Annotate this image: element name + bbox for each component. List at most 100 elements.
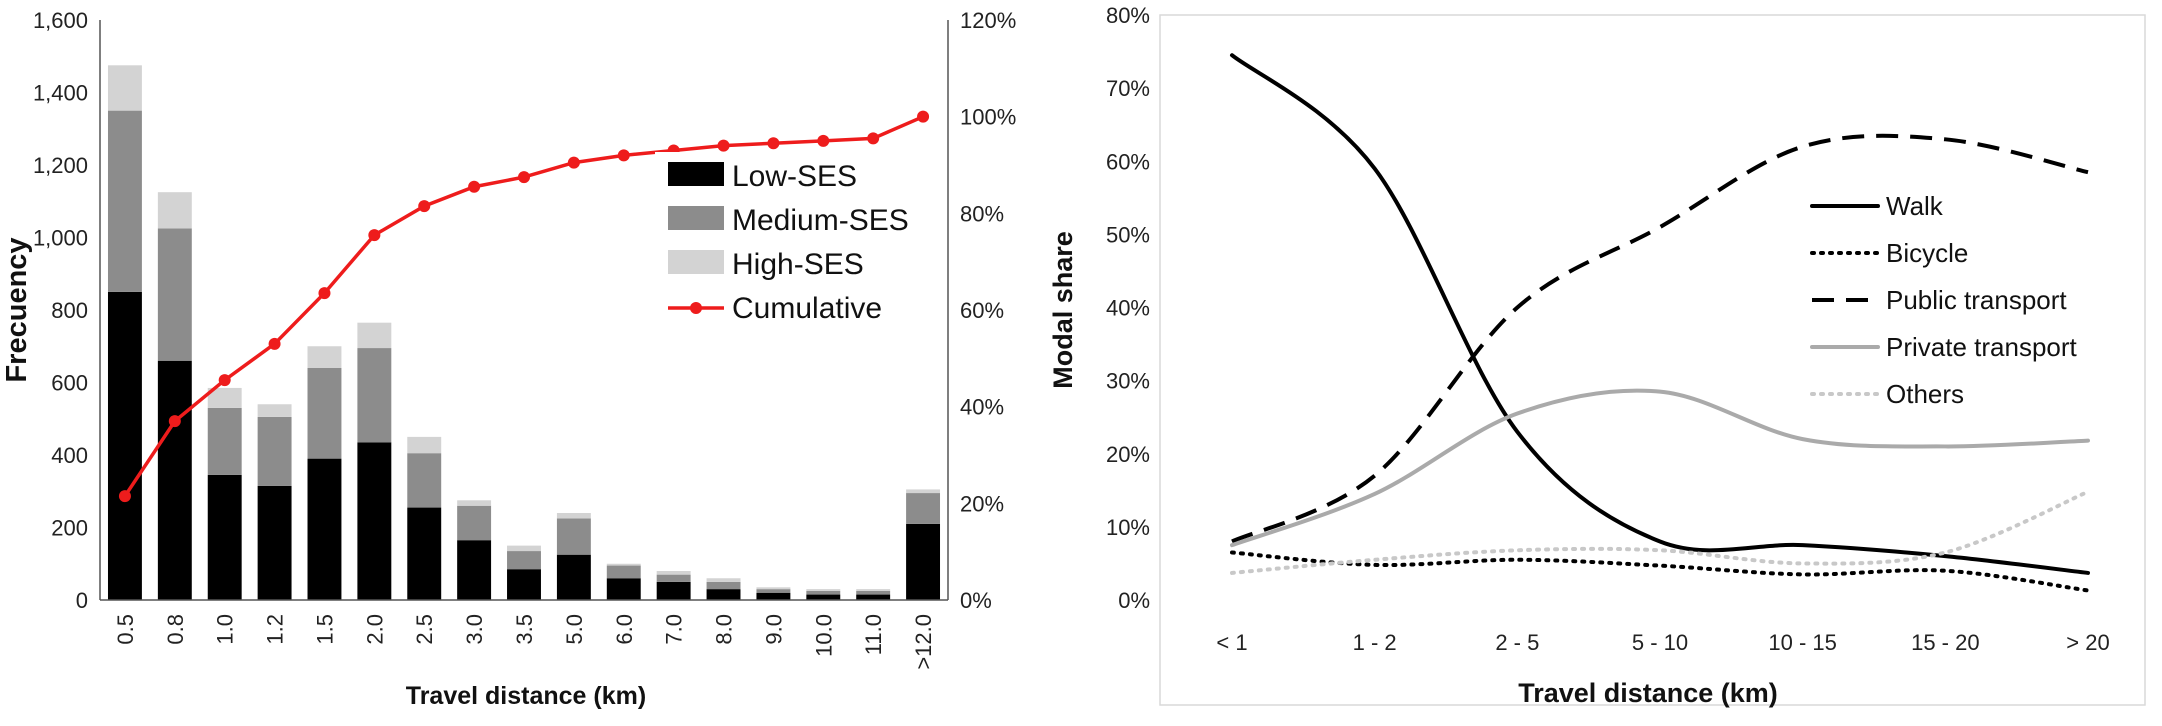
- bar-medium-ses: [756, 589, 791, 593]
- bar-high-ses: [157, 192, 192, 229]
- left-x-tick-label: 1.2: [263, 614, 288, 645]
- left-x-tick-label: 3.5: [512, 614, 537, 645]
- right-y-axis-title: Modal share: [1048, 231, 1078, 389]
- bar-high-ses: [806, 589, 841, 591]
- cumulative-point: [817, 134, 830, 147]
- series-line-public-transport: [1231, 133, 2089, 544]
- bar-high-ses: [906, 489, 941, 494]
- right-y-tick-labels: 0% 10% 20% 30% 40% 50% 60% 70% 80%: [1106, 3, 1150, 613]
- left-y-tick-label: 400: [51, 443, 88, 468]
- left-y-axis-title: Frecuency: [1, 237, 33, 382]
- left-y2-tick-label: 0%: [960, 588, 992, 613]
- legend-swatch-medium-ses: [668, 206, 724, 230]
- left-x-tick-label: 0.8: [163, 614, 188, 645]
- legend-label: Medium-SES: [732, 204, 909, 237]
- bar-medium-ses: [606, 565, 641, 579]
- left-x-tick-label: 2.5: [412, 614, 437, 645]
- legend-label: Public transport: [1886, 285, 2067, 315]
- cumulative-point: [118, 490, 131, 503]
- cumulative-point: [617, 149, 630, 162]
- bar-low-ses: [906, 523, 941, 600]
- right-x-tick-labels: < 1 1 - 2 2 - 5 5 - 10 10 - 15 15 - 20 > 20: [1216, 630, 2109, 655]
- cumulative-point: [867, 132, 880, 145]
- left-legend: Low-SES Medium-SES High-SES Cumulative: [655, 152, 933, 362]
- right-x-tick-label: 15 - 20: [1911, 630, 1980, 655]
- cumulative-point: [518, 171, 530, 184]
- left-y2-tick-label: 80%: [960, 201, 1004, 226]
- left-y-tick-label: 200: [51, 516, 88, 541]
- left-x-tick-label: 10.0: [811, 614, 836, 657]
- bar-high-ses: [706, 578, 741, 582]
- left-x-tick-label: 1.0: [213, 614, 238, 645]
- bar-low-ses: [157, 360, 192, 600]
- bar-low-ses: [207, 474, 242, 600]
- left-y-tick-label: 1,400: [33, 81, 88, 106]
- bar-medium-ses: [107, 110, 142, 292]
- left-y-tick-label: 1,200: [33, 153, 88, 178]
- bar-medium-ses: [207, 407, 242, 475]
- bar-high-ses: [457, 500, 492, 506]
- right-chart: 0% 10% 20% 30% 40% 50% 60% 70% 80% < 1 1 - 2 2 - 5…: [1048, 3, 2146, 708]
- cumulative-point: [418, 200, 431, 213]
- right-y-tick-label: 40%: [1106, 296, 1150, 321]
- left-x-tick-label: 1.5: [312, 614, 337, 645]
- cumulative-point: [368, 229, 381, 242]
- left-x-tick-label: 11.0: [861, 614, 886, 655]
- bar-high-ses: [307, 346, 342, 368]
- bar-high-ses: [856, 589, 891, 591]
- cumulative-point: [318, 287, 331, 300]
- bar-medium-ses: [556, 518, 591, 555]
- left-x-tick-label: >12.0: [911, 614, 936, 670]
- right-legend: Walk Bicycle Public transport Private trans…: [1810, 191, 2078, 409]
- bar-high-ses: [207, 387, 242, 408]
- left-y-tick-label: 1,000: [33, 226, 88, 251]
- legend-swatch-high-ses: [668, 250, 724, 274]
- bar-high-ses: [606, 563, 641, 566]
- right-y-tick-label: 30%: [1106, 369, 1150, 394]
- bar-low-ses: [706, 589, 741, 600]
- bar-medium-ses: [357, 348, 392, 443]
- right-x-tick-label: < 1: [1216, 630, 1247, 655]
- left-x-tick-label: 2.0: [362, 614, 387, 645]
- cumulative-point: [268, 337, 281, 350]
- bar-low-ses: [856, 594, 891, 600]
- bar-high-ses: [357, 322, 392, 349]
- bar-medium-ses: [307, 368, 342, 459]
- left-y2-tick-labels: 0% 20% 40% 60% 80% 100% 120%: [960, 8, 1016, 613]
- bar-low-ses: [606, 578, 641, 600]
- bar-low-ses: [307, 458, 342, 600]
- bar-high-ses: [656, 571, 691, 575]
- series-line-bicycle: [1230, 550, 2090, 593]
- left-y-tick-label: 0: [76, 588, 88, 613]
- cumulative-point: [168, 415, 181, 428]
- left-x-tick-label: 8.0: [712, 614, 737, 645]
- right-y-tick-label: 70%: [1106, 76, 1150, 101]
- legend-swatch-low-ses: [668, 162, 724, 186]
- legend-label: Bicycle: [1886, 238, 1968, 268]
- bar-low-ses: [357, 442, 392, 600]
- bar-low-ses: [756, 592, 791, 600]
- bar-low-ses: [507, 569, 541, 600]
- bar-low-ses: [407, 507, 442, 600]
- left-y2-tick-label: 60%: [960, 298, 1004, 323]
- right-y-tick-label: 80%: [1106, 3, 1150, 28]
- legend-label: High-SES: [732, 248, 864, 281]
- cumulative-point: [767, 137, 780, 150]
- left-x-axis-title: Travel distance (km): [406, 682, 646, 710]
- left-y2-tick-label: 40%: [960, 395, 1004, 420]
- legend-label: Cumulative: [732, 292, 882, 325]
- bar-medium-ses: [906, 493, 941, 524]
- left-y-tick-label: 600: [51, 371, 88, 396]
- right-series-lines: [1230, 53, 2090, 593]
- bar-medium-ses: [656, 574, 691, 582]
- right-y-tick-label: 10%: [1106, 515, 1150, 540]
- bar-medium-ses: [457, 505, 492, 541]
- right-x-tick-label: 10 - 15: [1768, 630, 1837, 655]
- bar-high-ses: [107, 65, 142, 111]
- legend-swatch-cumulative-marker: [690, 302, 702, 314]
- bar-medium-ses: [407, 453, 442, 508]
- right-x-tick-label: 5 - 10: [1632, 630, 1688, 655]
- cumulative-point: [218, 374, 231, 387]
- bar-high-ses: [556, 513, 591, 519]
